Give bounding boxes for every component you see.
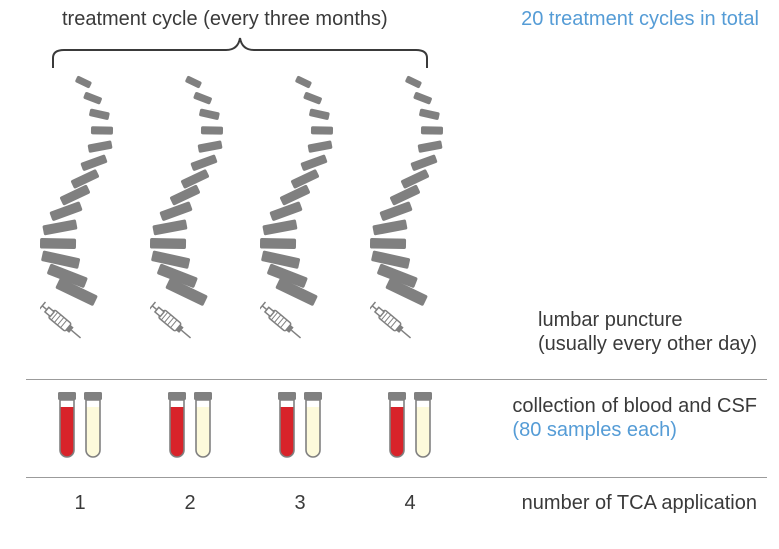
csf-tube-icon [192,392,214,462]
blood-tube-icon [386,392,408,462]
tca-label: number of TCA application [522,492,757,515]
brace-icon [50,36,430,70]
blood-tube-icon [276,392,298,462]
divider-2 [26,477,767,478]
spine-3 [260,72,340,347]
tube-pair-1 [40,392,120,462]
lumbar-label: lumbar puncture (usually every other day… [538,308,757,357]
number-4: 4 [370,492,450,515]
lumbar-line2: (usually every other day) [538,333,757,355]
spine-4 [370,72,450,347]
number-3: 3 [260,492,340,515]
spines-row [40,72,450,347]
csf-tube-icon [412,392,434,462]
tubes-row [40,392,450,462]
numbers-row: 1 2 3 4 [40,492,450,515]
spine-1 [40,72,120,347]
cycle-label: treatment cycle (every three months) [62,8,388,31]
tube-pair-4 [370,392,450,462]
collection-line2: (80 samples each) [512,419,677,441]
divider-1 [26,379,767,380]
collection-label: collection of blood and CSF (80 samples … [512,394,757,443]
collection-line1: collection of blood and CSF [512,395,757,417]
blood-tube-icon [166,392,188,462]
lumbar-line1: lumbar puncture [538,309,683,331]
csf-tube-icon [82,392,104,462]
blood-tube-icon [56,392,78,462]
tube-pair-2 [150,392,230,462]
total-label: 20 treatment cycles in total [521,8,759,31]
csf-tube-icon [302,392,324,462]
tube-pair-3 [260,392,340,462]
number-2: 2 [150,492,230,515]
spine-2 [150,72,230,347]
number-1: 1 [40,492,120,515]
